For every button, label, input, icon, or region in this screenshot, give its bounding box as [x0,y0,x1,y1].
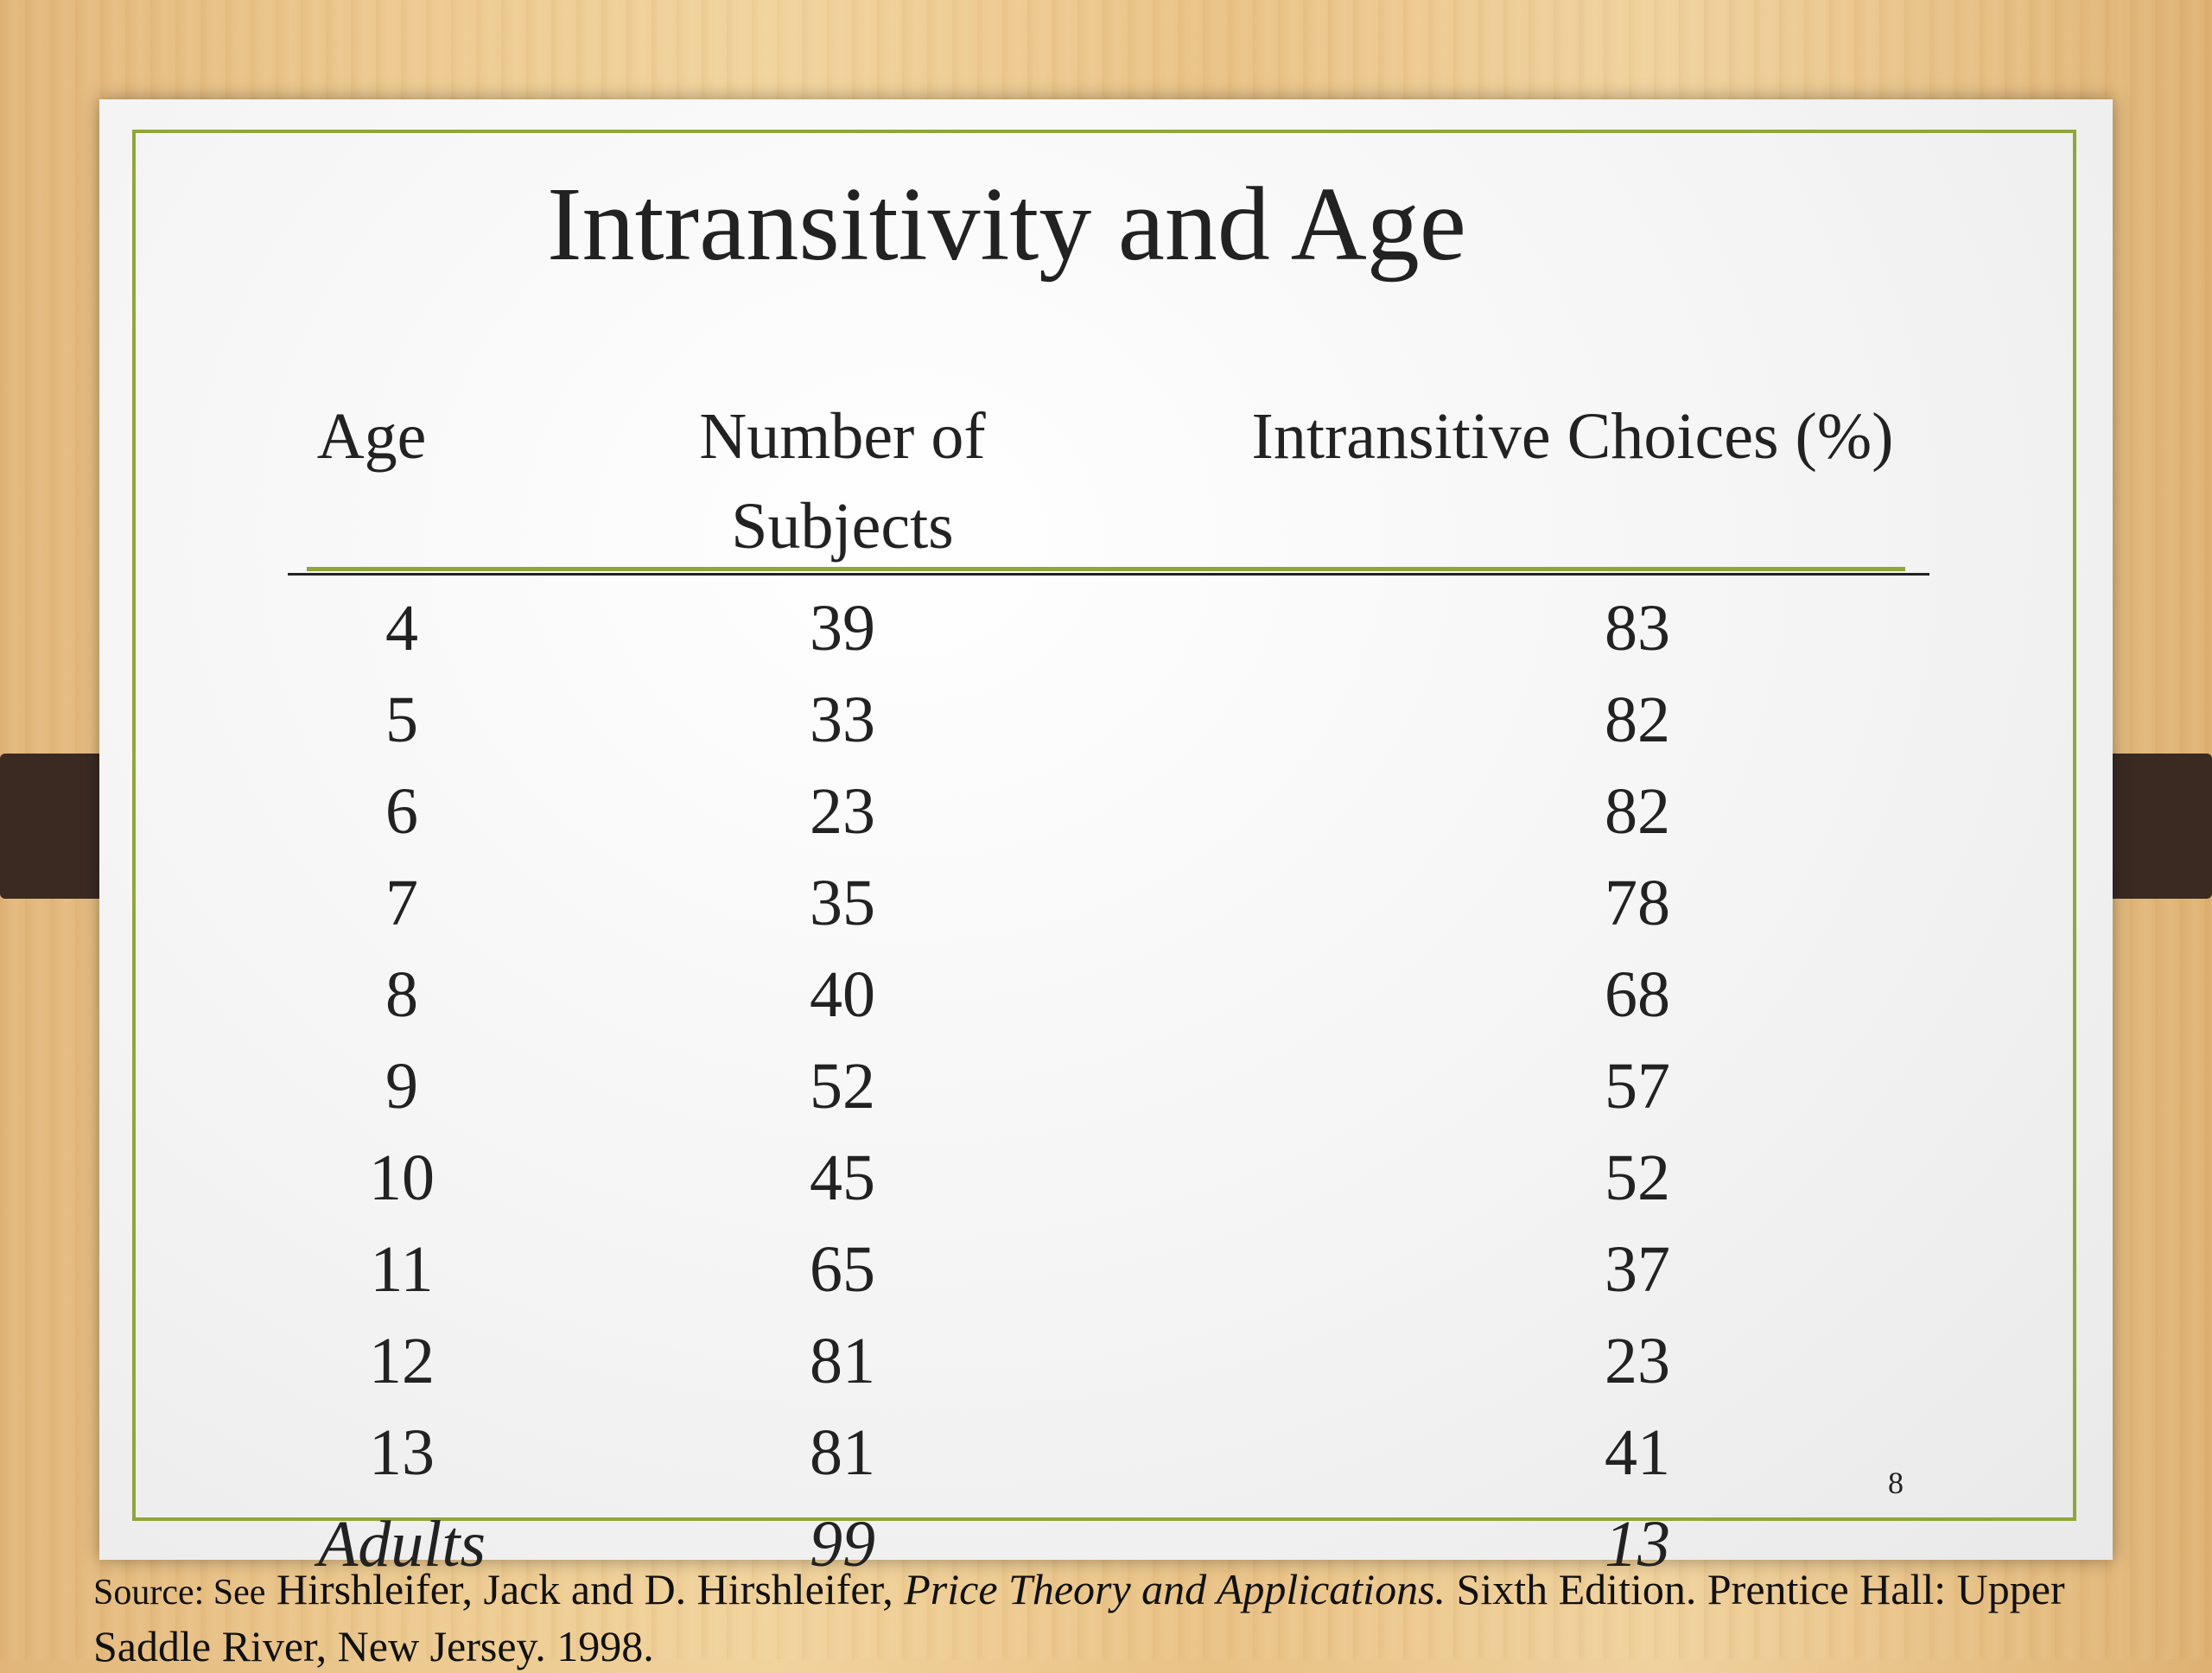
cell-intransitive: 52 [1605,1142,1670,1214]
cell-subjects: 81 [810,1416,875,1489]
cell-intransitive: 13 [1605,1508,1670,1581]
source-citation: Source: See Hirshleifer, Jack and D. Hir… [93,1562,2150,1673]
header-intransitive: Intransitive Choices (%) [1251,400,1894,473]
cell-age: 8 [385,958,418,1031]
cell-subjects: 52 [810,1050,875,1123]
cell-intransitive: 68 [1605,958,1670,1031]
cell-intransitive: 41 [1605,1416,1670,1489]
slide-border [132,130,2076,1521]
cell-subjects: 23 [810,775,875,848]
header-rule [288,573,1929,576]
cell-intransitive: 37 [1605,1233,1670,1306]
cell-age: 4 [385,592,418,665]
cell-subjects: 99 [810,1508,875,1581]
cell-subjects: 35 [810,867,875,939]
page-number: 8 [1888,1466,1904,1500]
cell-age: 7 [385,867,418,939]
cell-age: 11 [370,1233,434,1306]
cell-age: 13 [369,1416,435,1489]
header-rule-accent [307,567,1905,571]
source-book-title: Price Theory and Applications. [904,1565,1446,1613]
cell-intransitive: 78 [1605,867,1670,939]
cell-intransitive: 82 [1605,684,1670,756]
slide: Intransitivity and Age Age Number of Sub… [99,99,2113,1581]
cell-intransitive: 23 [1605,1325,1670,1397]
cell-subjects: 81 [810,1325,875,1397]
cell-subjects: 65 [810,1233,875,1306]
cell-age: 6 [385,775,418,848]
cell-age: 10 [369,1142,435,1214]
cell-intransitive: 82 [1605,775,1670,848]
source-prefix: Source: See [93,1573,266,1613]
cell-intransitive: 83 [1605,592,1670,665]
cell-age: 5 [385,684,418,756]
cell-age: 12 [369,1325,435,1397]
header-age: Age [316,400,427,473]
cell-subjects: 33 [810,684,875,756]
cell-intransitive: 57 [1605,1050,1670,1123]
slide-title: Intransitivity and Age [547,166,1466,283]
cell-subjects: 40 [810,958,875,1031]
header-subjects: Number of Subjects [699,400,986,563]
cell-subjects: 39 [810,592,875,665]
cell-age: 9 [385,1050,418,1123]
cell-age: Adults [317,1508,486,1581]
source-authors: Hirshleifer, Jack and D. Hirshleifer, [276,1565,893,1613]
cell-subjects: 45 [810,1142,875,1214]
